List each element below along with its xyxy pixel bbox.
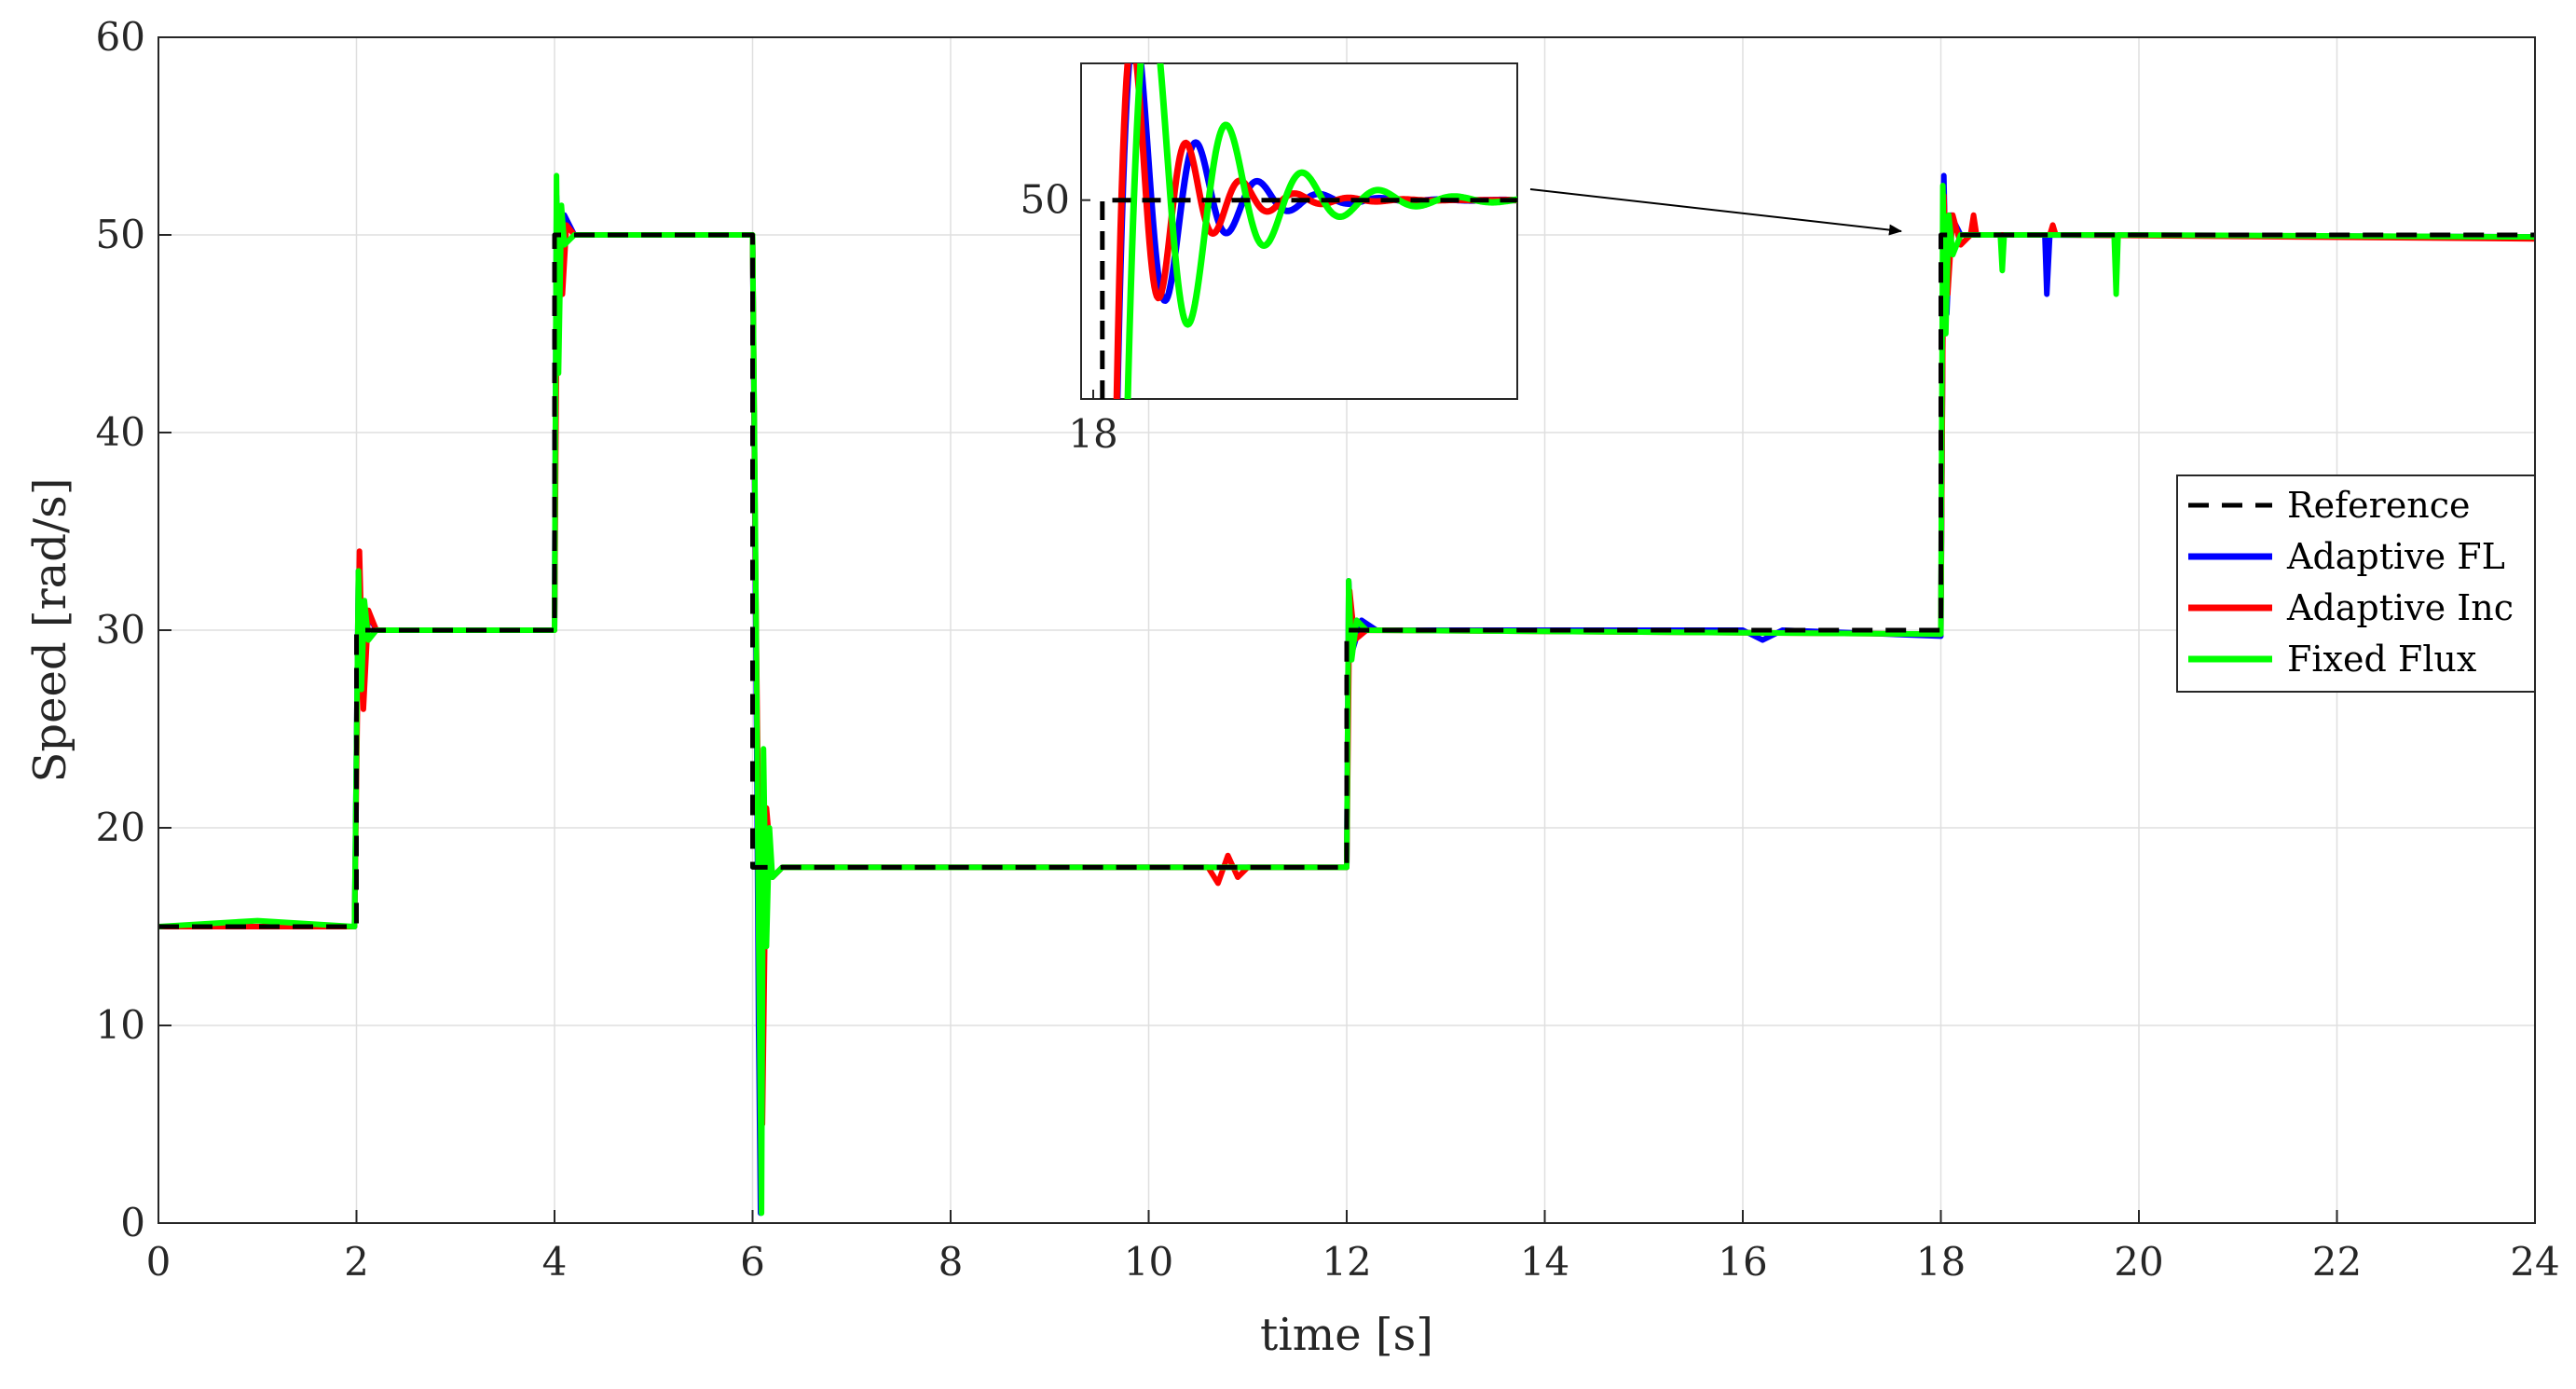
x-axis-title: time [s]: [1260, 1309, 1433, 1361]
y-tick-label: 20: [96, 805, 145, 850]
x-tick-label: 2: [344, 1239, 369, 1285]
x-tick-label: 20: [2114, 1239, 2163, 1285]
y-tick-label: 40: [96, 409, 145, 455]
inset-line-fixed-flux: [1124, 63, 1517, 399]
x-tick-label: 12: [1322, 1239, 1371, 1285]
legend-label: Adaptive FL: [2286, 536, 2505, 577]
x-tick-label: 6: [740, 1239, 765, 1285]
legend: Reference Adaptive FL Adaptive Inc Fixed Fl…: [2176, 474, 2536, 693]
x-tick-label: 8: [939, 1239, 964, 1285]
y-tick-label: 10: [96, 1002, 145, 1048]
y-axis-title: Speed [rad/s]: [24, 478, 76, 783]
x-tick-label: 18: [1916, 1239, 1966, 1285]
y-tick-label: 50: [96, 212, 145, 257]
x-tick-label: 0: [146, 1239, 171, 1285]
inset-x-tick-label: 18: [1068, 411, 1117, 457]
y-tick-label: 0: [120, 1200, 145, 1245]
x-tick-label: 22: [2312, 1239, 2362, 1285]
legend-label: Fixed Flux: [2287, 639, 2476, 680]
legend-label: Reference: [2287, 485, 2471, 526]
y-tick-label: 30: [96, 607, 145, 653]
legend-box: [2176, 474, 2536, 693]
x-tick-label: 4: [542, 1239, 568, 1285]
x-tick-label: 10: [1124, 1239, 1173, 1285]
x-tick-label: 24: [2510, 1239, 2559, 1285]
x-tick-label: 16: [1718, 1239, 1767, 1285]
y-tick-label: 60: [96, 14, 145, 60]
series-main: [158, 172, 2535, 1217]
x-tick-label: 14: [1520, 1239, 1569, 1285]
zoom-inset: 18 50: [1021, 62, 1518, 457]
inset-series: [1100, 63, 1517, 399]
inset-pointer-arrow: [1529, 188, 1902, 236]
legend-label: Adaptive Inc: [2286, 587, 2514, 628]
inset-y-tick-label: 50: [1021, 177, 1070, 223]
series-line-reference: [158, 232, 2535, 929]
